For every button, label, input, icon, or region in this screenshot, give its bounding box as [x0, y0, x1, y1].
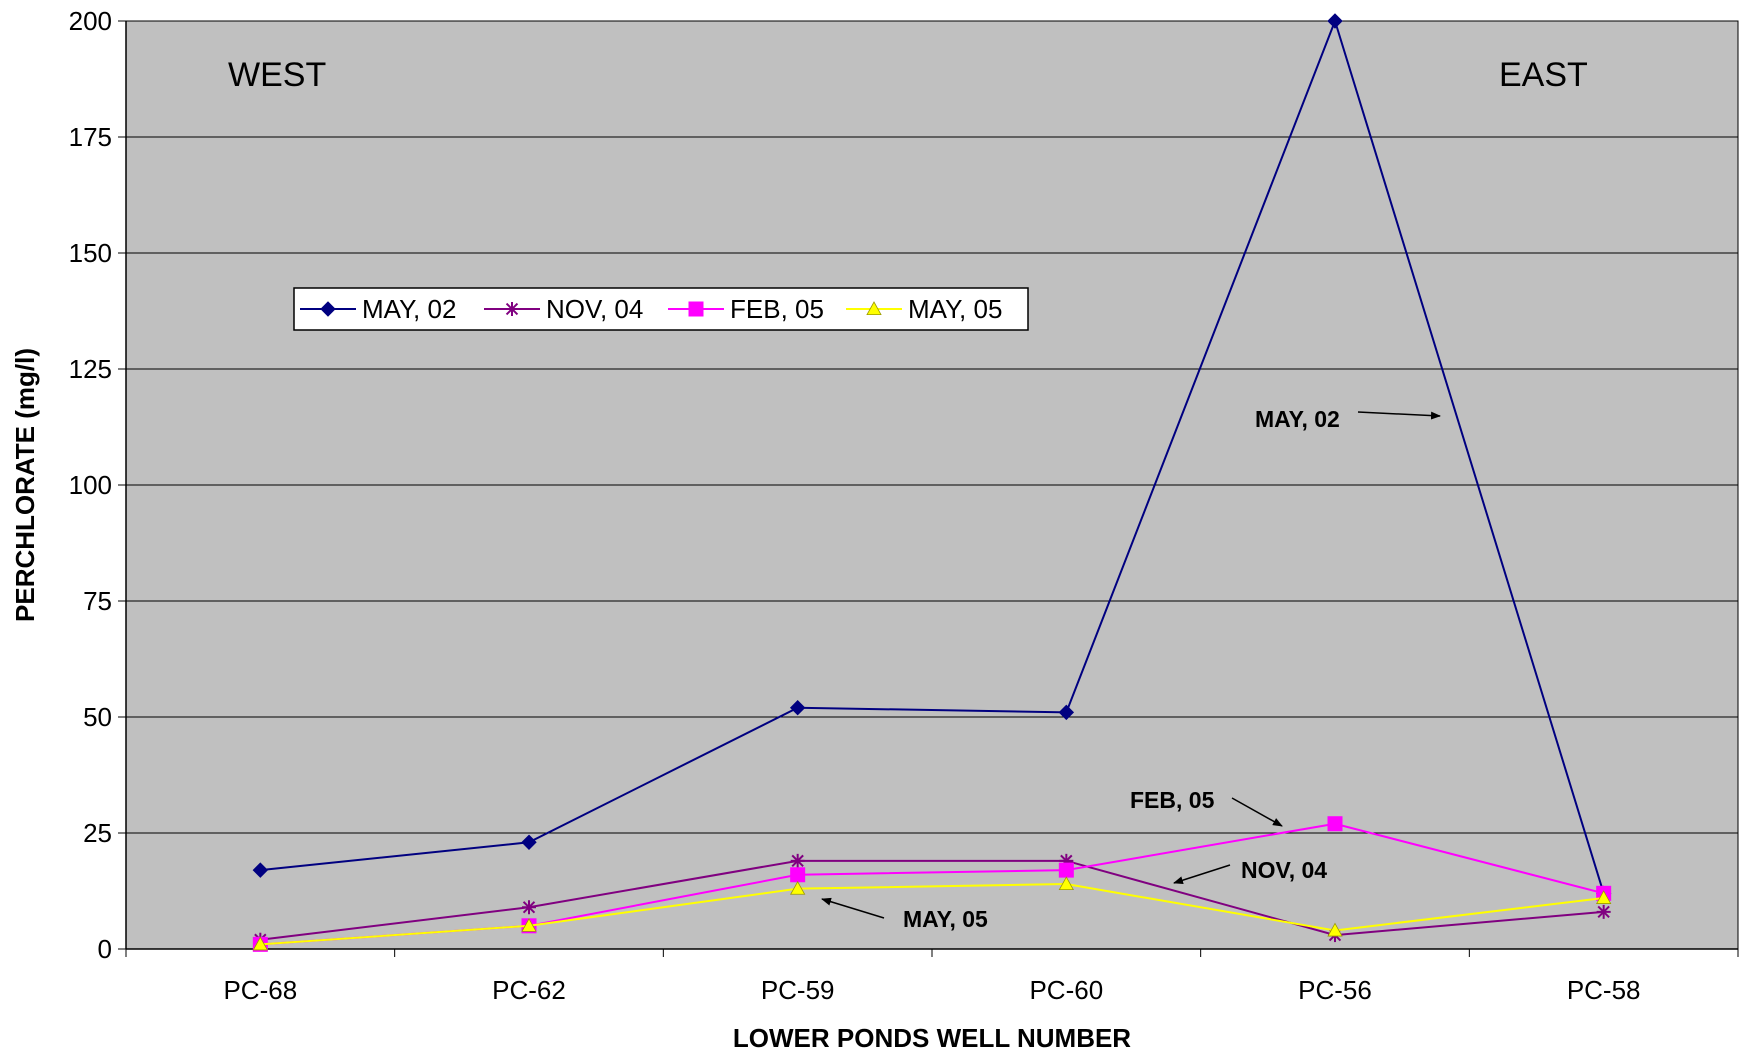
data-point: [1596, 904, 1611, 919]
legend-label: NOV, 04: [546, 294, 643, 324]
data-point: [320, 301, 336, 317]
y-tick-label: 200: [69, 6, 112, 36]
x-axis-tick-labels: PC-68 PC-62 PC-59 PC-60 PC-56 PC-58: [223, 975, 1640, 1005]
east-label: EAST: [1499, 56, 1588, 94]
x-tick-label: PC-56: [1298, 975, 1372, 1005]
series-may-05: [252, 876, 1612, 951]
x-tick-label: PC-58: [1567, 975, 1641, 1005]
y-axis-title: PERCHLORATE (mg/l): [10, 348, 40, 622]
data-point: [866, 301, 882, 315]
annotation-arrow: [821, 897, 885, 919]
y-tick-label: 25: [83, 818, 112, 848]
x-tick-label: PC-68: [223, 975, 297, 1005]
data-point: [1327, 13, 1343, 29]
series-layer: [252, 13, 1612, 952]
y-tick-label: 100: [69, 470, 112, 500]
annotation-arrow: [1231, 797, 1283, 827]
annotation-label: MAY, 02: [1255, 406, 1340, 432]
legend-item: NOV, 04: [484, 294, 643, 324]
data-point: [790, 853, 805, 868]
data-point: [789, 880, 806, 895]
data-point: [1327, 816, 1343, 832]
y-tick-label: 75: [83, 586, 112, 616]
y-tick-label: 50: [83, 702, 112, 732]
x-axis-title: LOWER PONDS WELL NUMBER: [733, 1023, 1131, 1053]
legend-item: MAY, 02: [300, 294, 456, 324]
annotation-nov-04: NOV, 04: [1173, 857, 1327, 885]
data-point: [789, 700, 806, 716]
series-line: [260, 859, 1604, 941]
data-point: [522, 900, 536, 915]
series-line: [260, 883, 1604, 946]
data-point: [688, 301, 704, 317]
y-tick-label: 150: [69, 238, 112, 268]
legend-label: FEB, 05: [730, 294, 824, 324]
series-nov-04: [253, 853, 1611, 947]
axes: [118, 20, 1739, 957]
data-point: [1058, 704, 1075, 721]
data-point: [252, 862, 269, 878]
annotation-arrow: [1173, 864, 1231, 885]
data-point: [1327, 922, 1343, 937]
y-tick-label: 175: [69, 122, 112, 152]
data-point: [1058, 862, 1074, 878]
data-point: [521, 834, 537, 850]
y-axis-tick-labels: 0 25 50 75 100 125 150 175 200: [69, 6, 112, 964]
legend-label: MAY, 05: [908, 294, 1002, 324]
gridlines: [126, 20, 1738, 834]
x-tick-label: PC-60: [1029, 975, 1103, 1005]
legend-item: FEB, 05: [668, 294, 824, 324]
legend-item: MAY, 05: [846, 294, 1002, 324]
data-point: [505, 302, 519, 316]
annotation-feb-05: FEB, 05: [1130, 787, 1283, 827]
x-tick-label: PC-62: [492, 975, 566, 1005]
x-tick-label: PC-59: [761, 975, 835, 1005]
data-point: [521, 917, 537, 932]
data-point: [1595, 890, 1612, 904]
annotation-may-05: MAY, 05: [821, 897, 988, 932]
series-may-02: [252, 13, 1612, 902]
y-tick-label: 0: [98, 934, 112, 964]
annotation-may-02: MAY, 02: [1255, 406, 1441, 432]
data-point: [252, 936, 269, 951]
annotation-arrow: [1357, 411, 1441, 420]
annotation-label: MAY, 05: [903, 906, 988, 932]
west-label: WEST: [228, 56, 326, 94]
series-line: [260, 17, 1605, 894]
legend: MAY, 02 NOV, 04 FEB, 05 MAY, 05: [293, 287, 1029, 331]
annotation-label: FEB, 05: [1130, 787, 1215, 813]
y-tick-label: 125: [69, 354, 112, 384]
legend-box: [293, 287, 1029, 331]
data-point: [1058, 876, 1075, 891]
data-point: [790, 867, 806, 883]
annotation-label: NOV, 04: [1241, 857, 1327, 883]
legend-label: MAY, 02: [362, 294, 456, 324]
